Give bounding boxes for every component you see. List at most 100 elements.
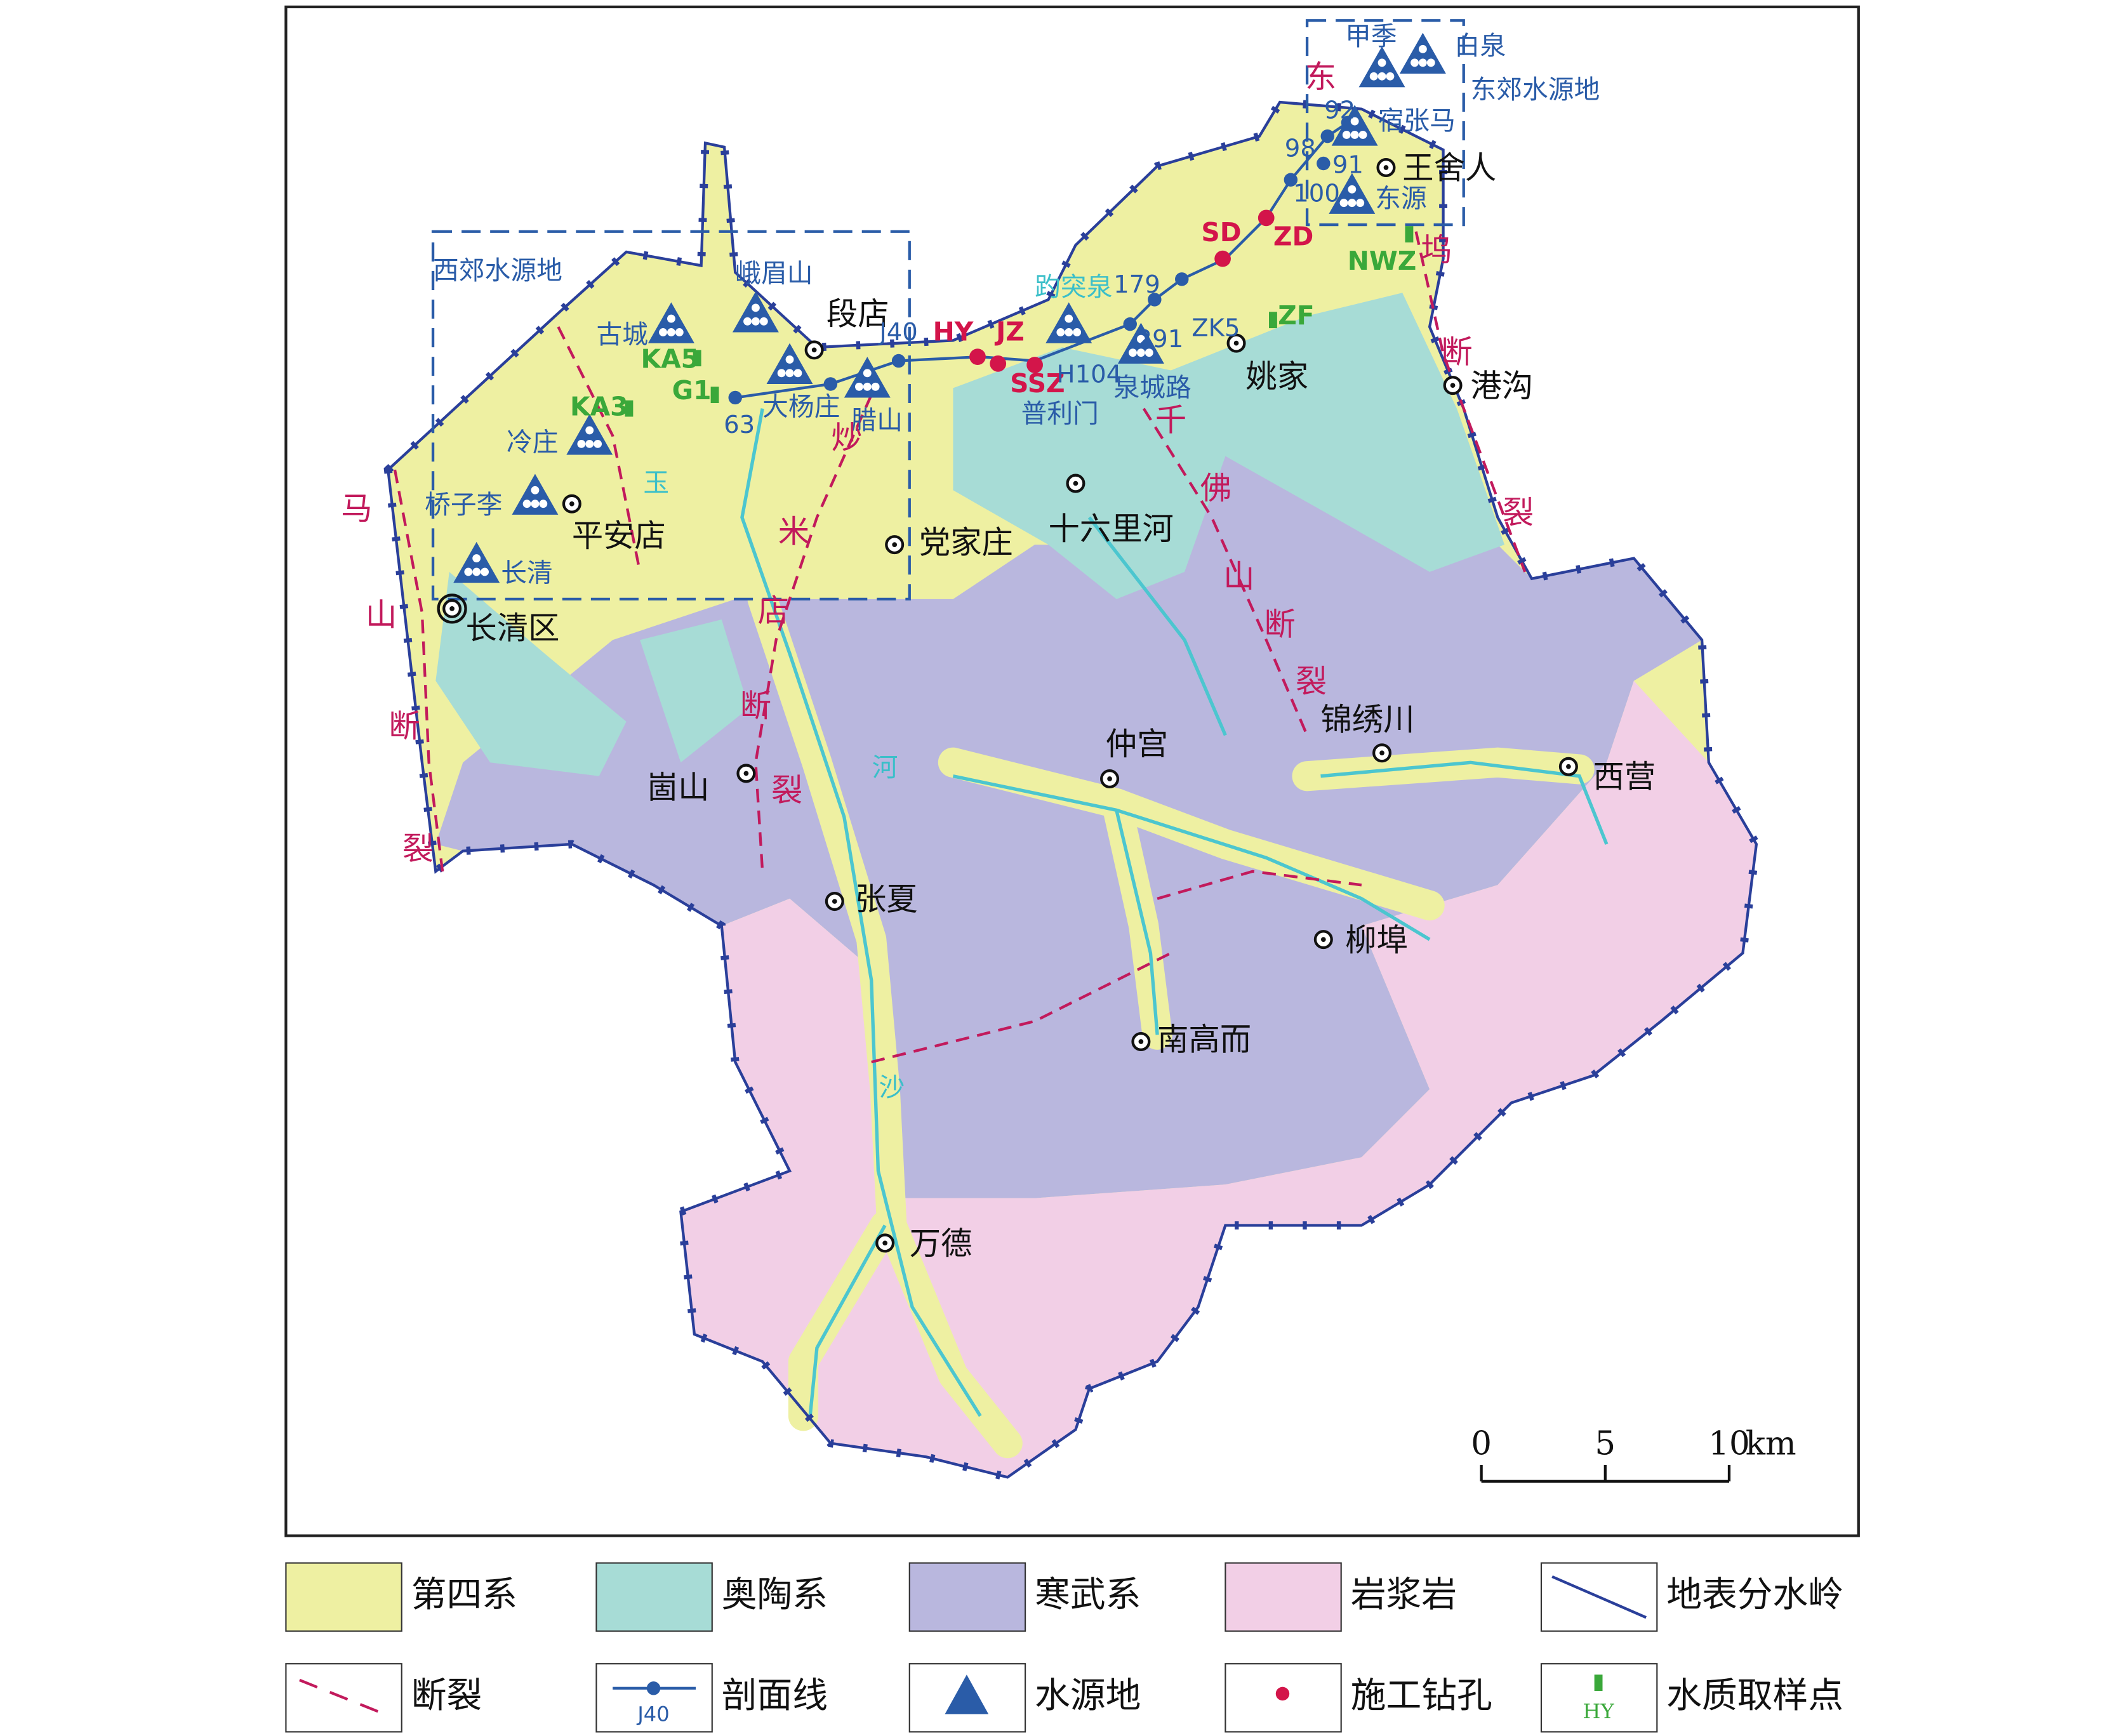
sample-label: KA5 [641, 344, 699, 374]
town-dot [832, 899, 837, 904]
profile-label: 63 [724, 411, 755, 439]
ordovician-area [640, 620, 749, 763]
town-ring [437, 593, 467, 624]
water-source-symbol-dot [1350, 117, 1359, 126]
town-dot [1073, 480, 1079, 486]
legend-item: 寒武系 [908, 1562, 1141, 1632]
town-dot [1383, 165, 1389, 170]
fault-label: 佛 [1200, 470, 1231, 507]
town-dot [892, 542, 898, 547]
water-source-symbol-dot [1056, 328, 1065, 336]
profile-point [823, 377, 838, 391]
place-label: 港沟 [1470, 368, 1533, 404]
borehole-label: SSZ [1010, 368, 1065, 399]
fault-label: 裂 [1503, 494, 1534, 531]
water-source-symbol-dot [594, 439, 602, 448]
river [952, 774, 1431, 941]
water-source-symbol-dot [854, 382, 863, 391]
fault [393, 469, 444, 872]
place-label: 党家庄 [919, 524, 1013, 561]
water-source-symbol-dot [1065, 328, 1073, 336]
watershed-divide [387, 100, 1758, 1479]
legend-box [1225, 1562, 1342, 1632]
legend-item: HY 水质取样点 [1540, 1663, 1843, 1733]
borehole [969, 348, 986, 365]
water-source-symbol-dot [531, 486, 540, 494]
water-source-symbol-dot [743, 317, 752, 326]
profile-point [1175, 272, 1189, 286]
water-source-symbol-dot [1386, 72, 1395, 81]
legend-source [945, 1674, 989, 1714]
water-source-symbol-dot [1418, 58, 1427, 67]
water-source-symbol-dot [585, 426, 594, 435]
town-dot [743, 771, 749, 776]
fault-label: 断 [388, 708, 420, 745]
water-source-symbol-dot [785, 355, 794, 364]
legend-fault [299, 1678, 389, 1717]
place-label: 仲宫 [1106, 726, 1169, 762]
profile-label: 91 [1332, 150, 1364, 179]
scale-label: 0 [1471, 1424, 1492, 1462]
river [808, 1224, 887, 1417]
river [740, 408, 982, 1417]
water-source-symbol-dot [667, 328, 675, 336]
water-source-label: 桥子李 [425, 489, 502, 520]
water-source-symbol-dot [577, 439, 586, 448]
profile-label: ZK5 [1191, 314, 1240, 343]
town-dot [1138, 1039, 1144, 1044]
water-source-symbol-dot [522, 500, 531, 508]
legend-profile-dot [646, 1681, 661, 1695]
town-dot [882, 1240, 888, 1246]
water-source-symbol-dot [531, 500, 540, 508]
scale-label: 5 [1595, 1424, 1616, 1462]
water-source-symbol-dot [1348, 199, 1357, 208]
profile-point [891, 354, 906, 368]
sample-label: KA3 [570, 392, 628, 422]
geology-layer [383, 98, 1761, 1482]
fault [754, 394, 873, 871]
legend-box [595, 1562, 713, 1632]
ordovician-area [953, 293, 1505, 599]
water-source-label: 趵突泉 [1035, 272, 1112, 302]
water-source-label: 峨眉山 [735, 258, 813, 288]
profile-point [1320, 129, 1334, 143]
water-source-symbol-dot [659, 328, 667, 336]
water-source-symbol-dot [472, 554, 481, 562]
profile-label: 179 [1113, 270, 1160, 299]
river-label: 沙 [879, 1072, 905, 1103]
legend-item: 奥陶系 [595, 1562, 828, 1632]
legend-label: 寒武系 [1035, 1574, 1141, 1615]
profile-label: 100 [1293, 179, 1340, 208]
borehole [990, 355, 1007, 372]
legend-label: 施工钻孔 [1351, 1675, 1492, 1716]
water-source-symbol-dot [871, 382, 880, 391]
fault [1414, 231, 1527, 573]
water-source-symbol-dot [1426, 58, 1435, 67]
water-source-symbol-dot [481, 567, 489, 576]
legend-item: 水源地 [908, 1663, 1141, 1733]
legend-label: 水源地 [1035, 1675, 1141, 1716]
legend-label: 剖面线 [722, 1675, 828, 1716]
legend-item: 第四系 [285, 1562, 517, 1632]
place-label: 锦绣川 [1321, 701, 1415, 738]
legend-label: 地表分水岭 [1666, 1574, 1843, 1615]
water-source-symbol-dot [1418, 44, 1427, 53]
place-label: 王舍人 [1402, 150, 1496, 187]
place-label: 柳埠 [1345, 922, 1408, 958]
fault-label: 马 [341, 490, 372, 527]
sample-point [625, 400, 634, 417]
water-source-symbol-dot [1136, 335, 1145, 343]
legend-box [908, 1562, 1026, 1632]
region-label: 西郊水源地 [433, 255, 562, 286]
fault-label: 裂 [402, 830, 434, 867]
town-dot [1566, 764, 1571, 769]
fault [871, 951, 1172, 1064]
water-source-symbol-dot [777, 369, 786, 378]
place-label: 西营 [1593, 759, 1656, 795]
water-source-symbol-dot [751, 317, 760, 326]
scale-unit: km [1746, 1424, 1796, 1462]
place-label: 崮山 [647, 769, 710, 806]
ordovician-area [435, 571, 627, 776]
water-source-symbol-dot [1410, 58, 1419, 67]
profile-point [728, 390, 742, 405]
